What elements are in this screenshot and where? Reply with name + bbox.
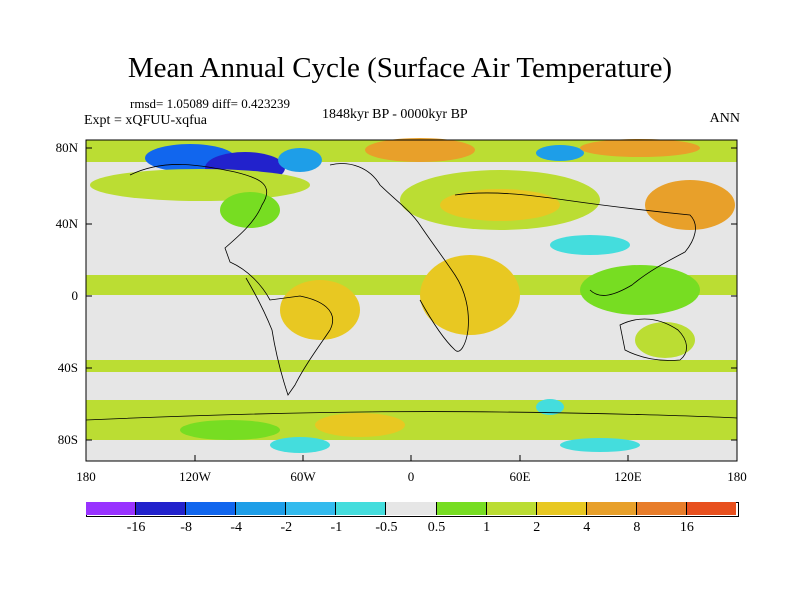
x-tick-60w: 60W: [290, 469, 316, 484]
colorbar-label: -0.5: [375, 520, 398, 535]
y-tick-80n: 80N: [55, 140, 78, 155]
colorbar-label: -1: [330, 520, 343, 535]
colorbar-swatch: [636, 502, 687, 515]
southern-ocean-band: [86, 400, 737, 440]
map-title: Mean Annual Cycle (Surface Air Temperatu…: [127, 52, 673, 84]
season-label: ANN: [709, 111, 740, 126]
colorbar-label: 16: [679, 520, 694, 535]
colorbar-swatch: [86, 502, 137, 515]
east-antarctic-cold: [560, 438, 640, 452]
tibet-cold: [550, 235, 630, 255]
colorbar-label: -8: [180, 520, 192, 535]
colorbar-swatch: [686, 502, 736, 515]
ross-warm: [180, 420, 280, 440]
y-tick-0: 0: [71, 288, 79, 303]
anomaly-fields: [86, 138, 737, 453]
australia-warm: [635, 322, 695, 358]
coastlines: [85, 163, 738, 421]
maritime-warm: [580, 265, 700, 315]
x-tick-180e: 180: [727, 469, 747, 484]
tropical-band: [86, 275, 737, 295]
kamchatka-warm: [645, 180, 735, 230]
colorbar-swatch: [336, 502, 387, 515]
colorbar-swatch: [486, 502, 537, 515]
stats-label: rmsd= 1.05089 diff= 0.423239: [130, 96, 290, 111]
ticks: [85, 147, 738, 461]
colorbar-label: 8: [633, 520, 641, 535]
y-tick-40n: 40N: [55, 216, 78, 231]
siberia-cold: [536, 145, 584, 161]
colorbar-swatch: [186, 502, 237, 515]
central-asia-warm: [440, 189, 560, 221]
x-tick-120w: 120W: [179, 469, 211, 484]
period-label: 1848kyr BP - 0000kyr BP: [322, 107, 468, 122]
colorbar-swatch: [536, 502, 587, 515]
colorbar-swatch: [586, 502, 637, 515]
southern-band: [86, 360, 737, 372]
antarctic-cold: [270, 437, 330, 453]
colorbar-swatch: [236, 502, 287, 515]
y-tick-80s: 80S: [57, 432, 78, 447]
colorbar-label: -16: [126, 520, 146, 535]
colorbar-label: -4: [230, 520, 243, 535]
colorbar-swatch: [136, 502, 187, 515]
weddell-warm: [315, 413, 405, 437]
npac-band: [90, 169, 310, 201]
x-tick-0: 0: [407, 469, 415, 484]
colorbar-label: 1: [483, 520, 491, 535]
colorbar-swatch: [436, 502, 487, 515]
amazon-warm: [280, 280, 360, 340]
africa-warm: [420, 255, 520, 335]
greenland-cold: [278, 148, 322, 172]
sao-cold: [536, 399, 564, 415]
x-tick-180w: 180: [76, 469, 96, 484]
x-tick-120e: 120E: [614, 469, 642, 484]
colorbar-swatch: [286, 502, 337, 515]
colorbar-label: 2: [533, 520, 541, 535]
colorbar-label: -2: [280, 520, 293, 535]
colorbar-label: 4: [583, 520, 591, 535]
us-warm: [220, 192, 280, 228]
experiment-label: Expt = xQFUU-xqfua: [84, 113, 207, 128]
y-tick-40s: 40S: [57, 360, 78, 375]
colorbar-swatch: [386, 502, 437, 515]
colorbar-label: 0.5: [427, 520, 446, 535]
barents-warm: [365, 138, 475, 162]
eastsiberia-warm: [580, 139, 700, 157]
x-tick-60e: 60E: [509, 469, 531, 484]
